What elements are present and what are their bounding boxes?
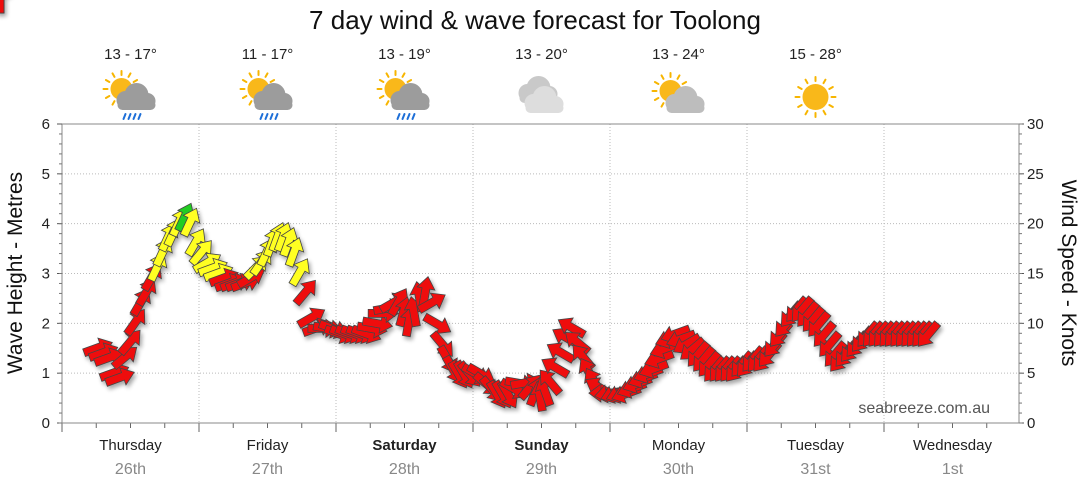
day-name: Monday: [652, 437, 706, 454]
left-tick-label: 6: [42, 116, 50, 133]
left-axis: 0 1 2 3 4 5 6: [42, 116, 62, 432]
left-tick-label: 1: [42, 365, 50, 382]
right-tick-label: 15: [1027, 266, 1044, 283]
weather-icon-row: [102, 70, 837, 120]
wind-arrow: [104, 367, 135, 387]
wind-arrow: [917, 320, 942, 347]
partly-cloudy-icon: [651, 72, 705, 113]
wind-arrow: [284, 236, 305, 268]
day-date: 27th: [252, 461, 283, 478]
wind-arrow: [123, 308, 146, 337]
wind-arrow: [117, 329, 141, 357]
right-tick-label: 30: [1027, 116, 1044, 133]
left-tick-label: 5: [42, 166, 50, 183]
rain-cloud-sun-icon: [239, 70, 293, 120]
watermark: seabreeze.com.au: [858, 400, 990, 417]
sun-icon: [794, 76, 837, 118]
right-tick-label: 20: [1027, 216, 1044, 233]
right-tick-label: 25: [1027, 166, 1044, 183]
temperature-range: 11 - 17°: [242, 46, 294, 63]
right-axis: 0 5 10 15 20 25 30: [1019, 116, 1044, 432]
wind-arrow: [541, 357, 571, 379]
day-date: 30th: [663, 461, 694, 478]
day-name: Thursday: [99, 437, 162, 454]
right-axis-label: Wind Speed - Knots: [1057, 180, 1080, 367]
chart-title: 7 day wind & wave forecast for Toolong: [309, 5, 761, 35]
right-tick-label: 10: [1027, 315, 1044, 332]
temperature-range: 15 - 28°: [789, 46, 842, 63]
cloud-icon: [518, 76, 564, 113]
temperature-range: 13 - 24°: [652, 46, 705, 63]
left-tick-label: 0: [42, 415, 50, 432]
day-date: 28th: [389, 461, 420, 478]
temperature-range: 13 - 20°: [515, 46, 568, 63]
wind-arrow: [179, 207, 201, 238]
right-tick-label: 0: [1027, 415, 1035, 432]
day-date: 1st: [942, 461, 964, 478]
left-tick-label: 3: [42, 266, 50, 283]
day-date: 29th: [526, 461, 557, 478]
wind-arrow: [288, 258, 310, 288]
temperature-row: 13 - 17° 11 - 17° 13 - 19° 13 - 20° 13 - 24°…: [104, 46, 842, 63]
wind-arrow-series: [0, 0, 942, 413]
day-name: Wednesday: [913, 437, 992, 454]
wind-arrow: [416, 292, 446, 314]
left-tick-label: 2: [42, 315, 50, 332]
temperature-range: 13 - 19°: [378, 46, 431, 63]
day-name: Saturday: [372, 437, 437, 454]
day-axis: Thursday 26th Friday 27th Saturday 28th Sunday…: [99, 437, 992, 478]
temperature-range: 13 - 17°: [104, 46, 157, 63]
wind-arrow: [292, 279, 316, 307]
rain-cloud-sun-icon: [102, 70, 156, 120]
wind-arrow: [539, 369, 564, 397]
left-tick-label: 4: [42, 216, 50, 233]
day-name: Friday: [247, 437, 289, 454]
day-name: Tuesday: [787, 437, 844, 454]
right-tick-label: 5: [1027, 365, 1035, 382]
day-date: 31st: [800, 461, 831, 478]
day-date: 26th: [115, 461, 146, 478]
wind-arrow: [0, 0, 5, 14]
day-name: Sunday: [514, 437, 569, 454]
rain-cloud-sun-icon: [376, 70, 430, 120]
wind-arrow: [546, 342, 576, 364]
left-axis-label: Wave Height - Metres: [4, 172, 27, 374]
